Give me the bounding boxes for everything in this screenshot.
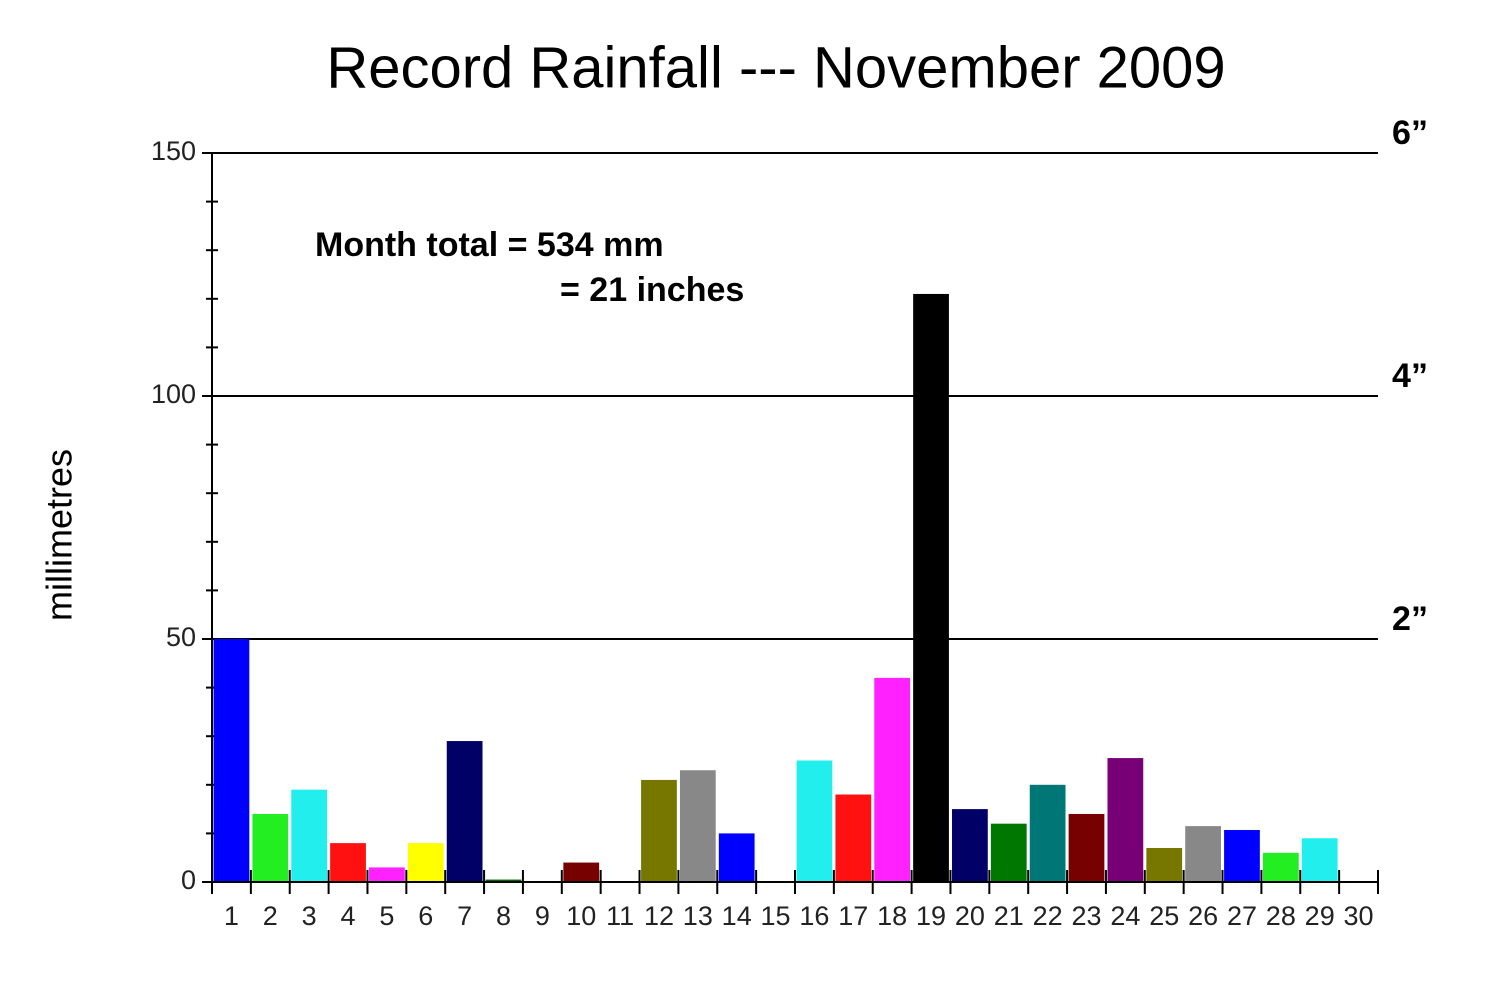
x-tick-label: 5 xyxy=(379,901,394,931)
x-tick-label: 28 xyxy=(1266,901,1296,931)
bar xyxy=(990,823,1027,882)
x-tick-label: 25 xyxy=(1149,901,1179,931)
bar xyxy=(1301,838,1338,882)
x-tick-label: 19 xyxy=(916,901,946,931)
x-tick-label: 8 xyxy=(496,901,511,931)
x-tick-label: 27 xyxy=(1227,901,1257,931)
x-tick-label: 17 xyxy=(838,901,868,931)
x-tick-label: 1 xyxy=(224,901,239,931)
x-tick-label: 3 xyxy=(302,901,317,931)
x-tick-label: 11 xyxy=(606,901,634,931)
x-tick-label: 21 xyxy=(994,901,1024,931)
x-tick-label: 15 xyxy=(761,901,791,931)
x-tick-label: 6 xyxy=(418,901,433,931)
x-tick-label: 14 xyxy=(722,901,752,931)
bar xyxy=(1146,847,1183,882)
x-tick-label: 20 xyxy=(955,901,985,931)
y-tick-label: 0 xyxy=(181,865,196,895)
x-tick-label: 10 xyxy=(566,901,596,931)
bar xyxy=(1107,758,1144,882)
bar xyxy=(1068,813,1105,882)
chart-title: Record Rainfall --- November 2009 xyxy=(326,35,1225,100)
x-tick-label: 22 xyxy=(1033,901,1063,931)
bar xyxy=(796,760,833,882)
x-tick-label: 30 xyxy=(1344,901,1374,931)
bar xyxy=(485,879,522,882)
bar xyxy=(446,741,483,882)
grid-label: 6” xyxy=(1392,114,1428,152)
bar xyxy=(913,293,949,882)
bar xyxy=(641,779,677,882)
y-tick-label: 150 xyxy=(151,136,196,166)
bar xyxy=(679,770,716,882)
bar xyxy=(1262,852,1299,882)
bar xyxy=(874,677,911,882)
x-tick-label: 4 xyxy=(341,901,356,931)
bar xyxy=(1224,829,1260,882)
bar xyxy=(369,867,405,882)
bar xyxy=(718,833,755,882)
bar xyxy=(1185,826,1221,882)
annotation: Month total = 534 mm xyxy=(315,226,664,264)
x-tick-label: 16 xyxy=(799,901,829,931)
x-tick-label: 26 xyxy=(1188,901,1218,931)
bar xyxy=(1029,784,1066,882)
x-tick-label: 2 xyxy=(263,901,278,931)
x-tick-label: 23 xyxy=(1071,901,1101,931)
bar xyxy=(407,843,444,882)
bar xyxy=(563,862,600,882)
bar xyxy=(252,813,289,882)
bar xyxy=(291,789,328,882)
bar xyxy=(330,843,366,882)
x-tick-label: 9 xyxy=(535,901,550,931)
x-tick-label: 24 xyxy=(1110,901,1140,931)
bar xyxy=(952,809,988,882)
y-tick-label: 100 xyxy=(151,379,196,409)
x-tick-label: 12 xyxy=(644,901,674,931)
bar xyxy=(213,639,250,882)
x-tick-label: 13 xyxy=(683,901,713,931)
x-tick-label: 18 xyxy=(877,901,907,931)
annotation: = 21 inches xyxy=(560,271,744,309)
grid-label: 2” xyxy=(1392,600,1428,638)
bar xyxy=(835,794,872,882)
y-tick-label: 50 xyxy=(166,622,196,652)
x-tick-label: 7 xyxy=(457,901,472,931)
y-axis-label: millimetres xyxy=(39,449,80,621)
grid-label: 4” xyxy=(1392,357,1428,395)
x-tick-label: 29 xyxy=(1305,901,1335,931)
